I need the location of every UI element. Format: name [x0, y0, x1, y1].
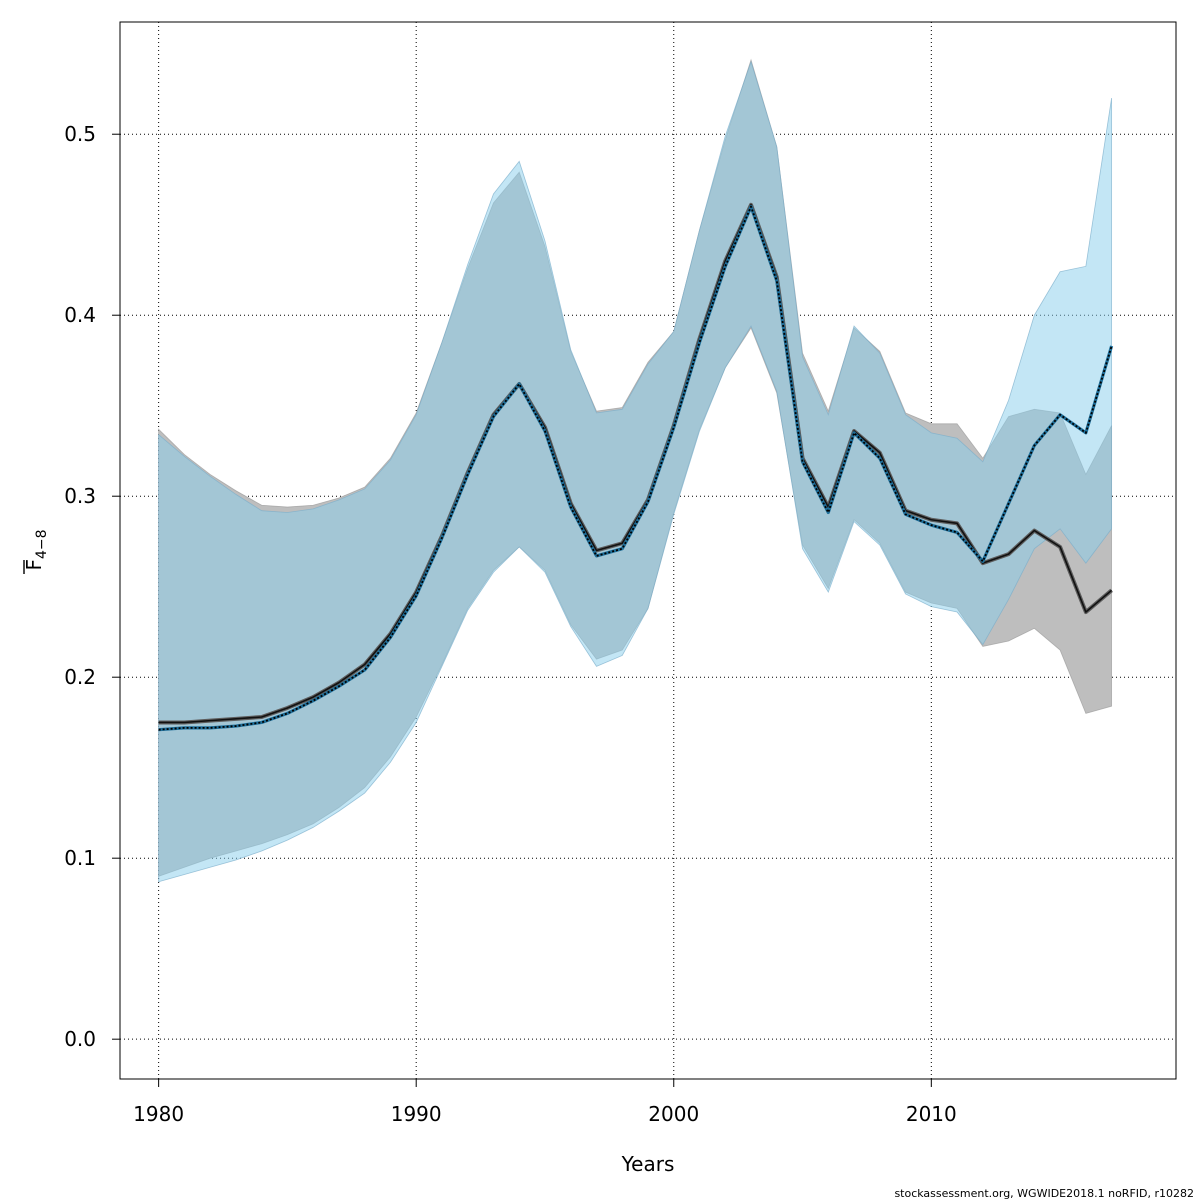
y-tick-label: 0.4	[64, 303, 96, 327]
y-tick-label: 0.1	[64, 846, 96, 870]
x-tick-label: 1990	[391, 1102, 442, 1126]
y-tick-label: 0.3	[64, 484, 96, 508]
y-axis: 0.0 0.1 0.2 0.3 0.4 0.5	[64, 122, 120, 1051]
confidence-bands	[158, 58, 1113, 883]
y-axis-title-sub: 4−8	[34, 529, 50, 559]
svg-text:F4−8: F4−8	[22, 529, 50, 570]
y-tick-label: 0.0	[64, 1027, 96, 1051]
x-tick-label: 2010	[906, 1102, 957, 1126]
y-axis-title-main: F	[22, 559, 46, 571]
y-axis-title: F4−8	[22, 529, 50, 574]
estimate-line-blue	[158, 205, 1113, 731]
x-tick-label: 2000	[648, 1102, 699, 1126]
x-axis-title: Years	[621, 1152, 675, 1176]
plot-frame	[119, 21, 1177, 1080]
x-axis: 1980 1990 2000 2010	[133, 1079, 957, 1126]
footer-note: stockassessment.org, WGWIDE2018.1 noRFID…	[894, 1187, 1194, 1200]
x-tick-label: 1980	[133, 1102, 184, 1126]
y-tick-label: 0.5	[64, 122, 96, 146]
estimate-lines	[158, 202, 1114, 732]
estimate-line-grey	[158, 204, 1113, 724]
y-tick-label: 0.2	[64, 665, 96, 689]
band-blue	[158, 60, 1113, 883]
